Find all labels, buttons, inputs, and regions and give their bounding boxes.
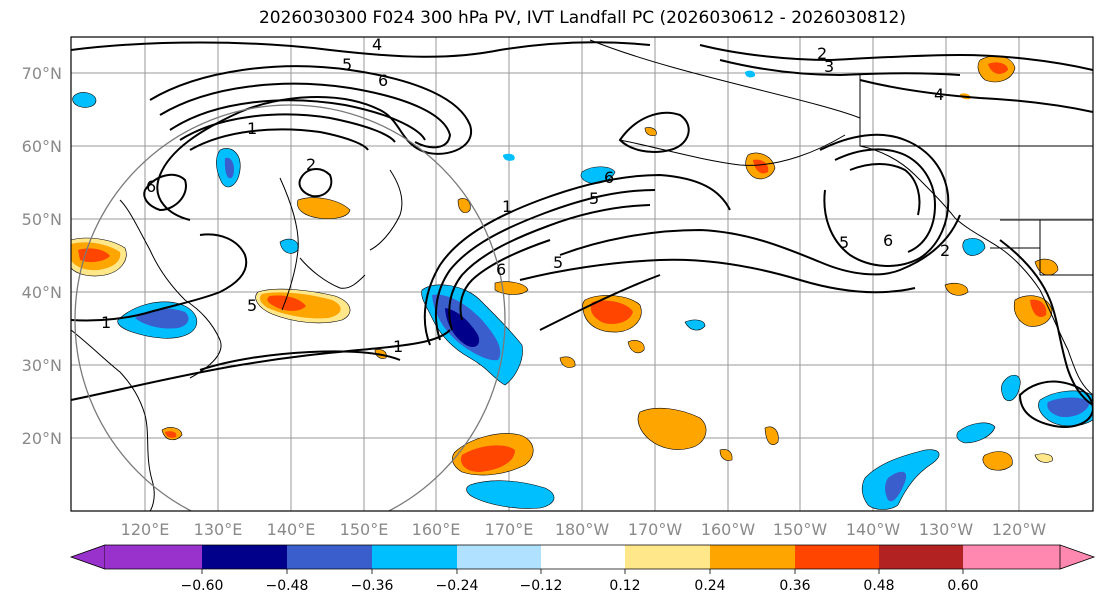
colorbar-segment [795,545,879,569]
colorbar-segment [202,545,287,569]
contour-label: 5 [839,233,849,252]
contour-label: 6 [604,168,614,187]
contour-label: 4 [372,35,382,54]
contour-label: 5 [342,55,352,74]
lon-label: 170°E [485,520,534,539]
colorbar-tick-label: 0.12 [609,578,640,594]
lon-label: 120°W [992,520,1047,539]
lat-label: 20°N [22,429,62,448]
contour-label: 3 [824,57,834,76]
contour-label: 1 [393,337,403,356]
contour-label: 6 [496,260,506,279]
colorbar-tick-label: −0.12 [520,578,563,594]
contour-label: 5 [247,296,257,315]
lat-label: 60°N [22,137,62,156]
lon-label: 140°W [846,520,901,539]
map-frame [70,36,1094,512]
colorbar-tick-label: 0.48 [863,578,894,594]
colorbar-tick-label: −0.48 [266,578,309,594]
colorbar-segment [287,545,372,569]
colorbar-extend-high [1059,544,1096,570]
contour-label: 5 [589,189,599,208]
lon-label: 130°W [919,520,974,539]
latitude-labels: 70°N 60°N 50°N 40°N 30°N 20°N [22,64,62,448]
colorbar-segment [105,545,202,569]
contour-label: 4 [934,85,944,104]
lat-label: 30°N [22,356,62,375]
lat-label: 50°N [22,210,62,229]
contour-label: 6 [146,177,156,196]
colorbar-tick-label: −0.60 [181,578,224,594]
colorbar-tick-label: 0.60 [947,578,978,594]
coastlines [71,39,1093,511]
contour-label: 1 [502,197,512,216]
colorbar: −0.60 −0.48 −0.36 −0.24 −0.12 0.12 0.24 … [69,544,1096,594]
pv-contours [71,41,1093,428]
lon-label: 140°E [267,520,316,539]
contour-label: 1 [247,119,257,138]
longitude-labels: 120°E 130°E 140°E 150°E 160°E 170°E 180°… [121,520,1047,539]
contour-label: 6 [883,231,893,250]
colorbar-tick-label: 0.36 [779,578,810,594]
colorbar-segment [710,545,795,569]
lon-label: 150°E [340,520,389,539]
colorbar-extend-low [69,544,106,570]
lat-label: 70°N [22,64,62,83]
contour-label: 1 [101,313,111,332]
colorbar-segment [963,545,1060,569]
lon-label: 160°E [412,520,461,539]
radius-circle [74,104,506,511]
colorbar-tick-label: 0.24 [694,578,725,594]
colorbar-segment [625,545,710,569]
contour-label: 2 [306,155,316,174]
lon-label: 130°E [194,520,243,539]
lon-label: 170°W [628,520,683,539]
lon-label: 180°W [555,520,610,539]
contour-label: 2 [817,44,827,63]
contour-label: 5 [553,253,563,272]
lon-label: 160°W [701,520,756,539]
colorbar-tick-label: −0.36 [351,578,394,594]
colorbar-segment [541,545,625,569]
contour-label: 2 [940,241,950,260]
lon-label: 120°E [121,520,170,539]
contour-label: 6 [378,71,388,90]
contour-labels: 4 5 6 1 2 6 5 1 5 1 1 6 5 6 5 6 2 3 4 2 [101,35,950,356]
colorbar-segment [372,545,457,569]
lat-label: 40°N [22,283,62,302]
colorbar-segment [879,545,963,569]
colorbar-segment [457,545,541,569]
map-title: 2026030300 F024 300 hPa PV, IVT Landfall… [258,8,906,28]
lon-label: 150°W [773,520,828,539]
colorbar-tick-label: −0.24 [436,578,479,594]
